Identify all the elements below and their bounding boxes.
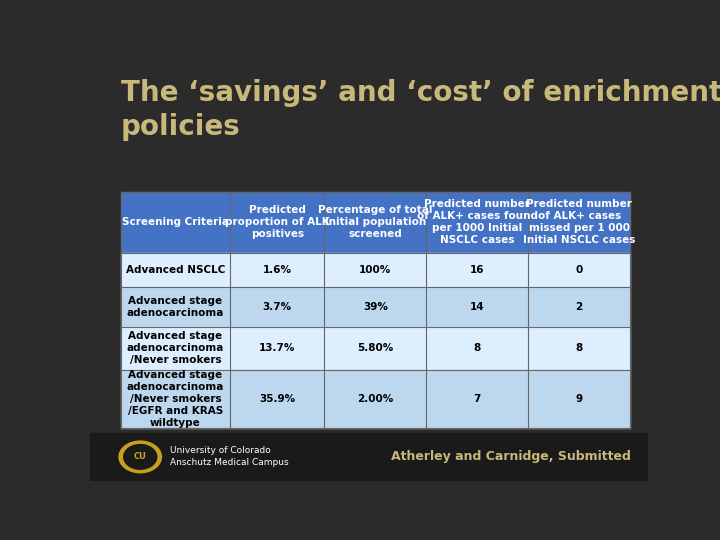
Text: 5.80%: 5.80% [357, 343, 394, 353]
Text: 2.00%: 2.00% [357, 394, 394, 404]
Text: Predicted number
of ALK+ cases
missed per 1 000
Initial NSCLC cases: Predicted number of ALK+ cases missed pe… [523, 199, 635, 245]
Text: 3.7%: 3.7% [263, 302, 292, 312]
Text: 0: 0 [575, 265, 582, 275]
Bar [121, 192, 630, 253]
Text: Advanced NSCLC: Advanced NSCLC [126, 265, 225, 275]
Bar [121, 253, 630, 287]
Text: CU: CU [134, 453, 147, 461]
Text: Atherley and Carnidge, Submitted: Atherley and Carnidge, Submitted [392, 450, 631, 463]
Text: 100%: 100% [359, 265, 392, 275]
Text: 8: 8 [575, 343, 582, 353]
Text: 7: 7 [474, 394, 481, 404]
Text: University of Colorado
Anschutz Medical Campus: University of Colorado Anschutz Medical … [170, 447, 289, 467]
Text: Percentage of total
initial population
screened: Percentage of total initial population s… [318, 205, 433, 239]
Text: Predicted
proportion of ALK
positives: Predicted proportion of ALK positives [225, 205, 330, 239]
Bar [121, 287, 630, 327]
Bar [90, 433, 648, 481]
Text: The ‘savings’ and ‘cost’ of enrichment
policies: The ‘savings’ and ‘cost’ of enrichment p… [121, 79, 720, 141]
Bar [121, 327, 630, 369]
Text: Predicted number
of ALK+ cases found
per 1000 Initial
NSCLC cases: Predicted number of ALK+ cases found per… [417, 199, 538, 245]
Circle shape [119, 441, 161, 472]
Bar [121, 369, 630, 428]
Text: 8: 8 [474, 343, 481, 353]
Circle shape [124, 444, 157, 469]
Text: Advanced stage
adenocarcinoma
/Never smokers
/EGFR and KRAS
wildtype: Advanced stage adenocarcinoma /Never smo… [127, 370, 224, 428]
Text: Screening Criteria: Screening Criteria [122, 218, 229, 227]
Text: 16: 16 [470, 265, 485, 275]
Bar [121, 192, 630, 428]
Text: 39%: 39% [363, 302, 388, 312]
Text: Advanced stage
adenocarcinoma
/Never smokers: Advanced stage adenocarcinoma /Never smo… [127, 331, 224, 365]
Text: 35.9%: 35.9% [259, 394, 295, 404]
Text: 9: 9 [575, 394, 582, 404]
Text: Advanced stage
adenocarcinoma: Advanced stage adenocarcinoma [127, 296, 224, 318]
Text: 13.7%: 13.7% [259, 343, 295, 353]
Text: 2: 2 [575, 302, 582, 312]
Text: 1.6%: 1.6% [263, 265, 292, 275]
Text: 14: 14 [470, 302, 485, 312]
